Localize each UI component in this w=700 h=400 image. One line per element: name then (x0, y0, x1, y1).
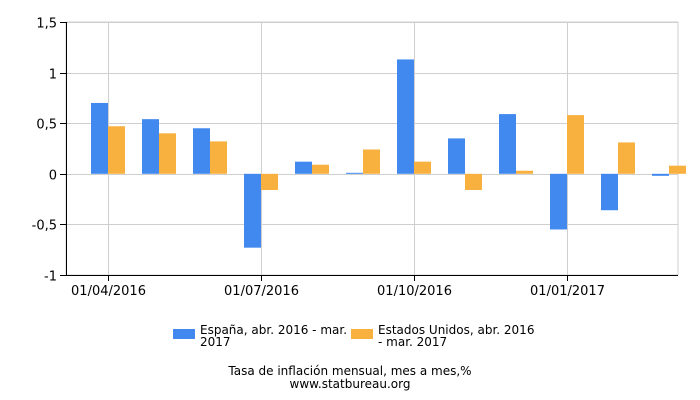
bar-series-1 (465, 173, 482, 190)
bar-series-0 (499, 114, 516, 174)
legend-swatch-estados-unidos (351, 329, 373, 339)
bar-series-1 (669, 165, 686, 174)
y-tick-label: 1,5 (36, 17, 57, 32)
legend-label-espana-line1: España, abr. 2016 - mar. (200, 323, 347, 337)
x-tick-label: 01/07/2016 (224, 284, 299, 299)
y-tick-label: -0,5 (32, 219, 57, 234)
x-tick-label: 01/04/2016 (71, 284, 146, 299)
bar-series-1 (363, 149, 380, 174)
legend-label-estados-unidos-line2: - mar. 2017 (378, 335, 447, 349)
legend: España, abr. 2016 - mar. 2017 Estados Un… (173, 323, 534, 349)
bar-series-0 (295, 161, 312, 174)
legend-swatch-espana (173, 329, 195, 339)
y-tick-label: 0,5 (36, 118, 57, 133)
y-tick-label: -1 (44, 270, 57, 285)
y-tick-label: 1 (49, 68, 57, 83)
bar-series-1 (567, 115, 584, 174)
bar-series-1 (159, 133, 176, 174)
axes (60, 22, 678, 281)
bar-series-1 (516, 170, 533, 174)
bar-series-1 (312, 164, 329, 174)
x-tick-label: 01/10/2016 (377, 284, 452, 299)
chart-title: Tasa de inflación mensual, mes a mes,% (227, 364, 471, 378)
chart-source: www.statbureau.org (290, 377, 411, 391)
bar-series-0 (244, 173, 261, 248)
bar-series-1 (414, 161, 431, 174)
y-tick-labels: -1 -0,5 0 0,5 1 1,5 (32, 17, 57, 285)
bar-series-1 (108, 126, 125, 174)
bar-series-1 (261, 173, 278, 190)
bar-series-0 (601, 173, 618, 211)
legend-label-espana-line2: 2017 (200, 335, 231, 349)
y-tick-label: 0 (49, 169, 57, 184)
bar-series-0 (652, 173, 669, 176)
legend-label-estados-unidos-line1: Estados Unidos, abr. 2016 (378, 323, 534, 337)
bar-series-0 (193, 128, 210, 174)
bar-series-0 (448, 138, 465, 174)
x-tick-label: 01/01/2017 (530, 284, 605, 299)
bar-series-1 (618, 142, 635, 174)
bar-series-0 (142, 119, 159, 174)
bar-series-0 (397, 59, 414, 174)
bar-series-1 (210, 141, 227, 174)
bars (91, 59, 686, 248)
bar-series-0 (550, 173, 567, 230)
bar-series-0 (91, 102, 108, 174)
x-tick-labels: 01/04/2016 01/07/2016 01/10/2016 01/01/2017 (71, 284, 605, 299)
bar-series-0 (346, 172, 363, 174)
